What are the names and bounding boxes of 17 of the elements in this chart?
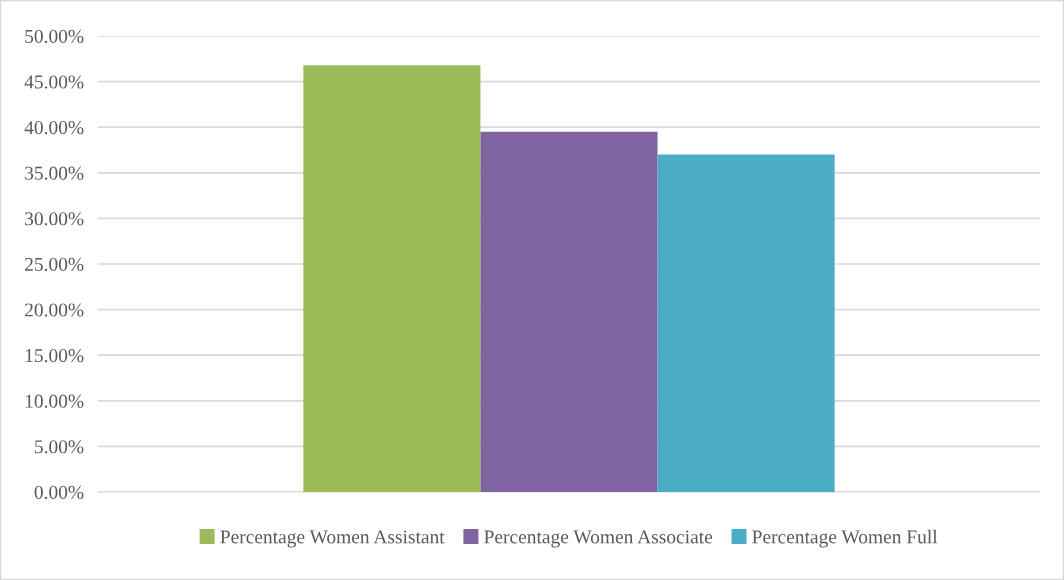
y-tick-label: 30.00% [25, 212, 84, 226]
legend-label: Percentage Women Associate [484, 530, 713, 548]
y-tick-label: 10.00% [25, 394, 84, 408]
legend-label: Percentage Women Full [752, 529, 938, 548]
y-tick-label: 40.00% [24, 121, 84, 135]
legend-label: Percentage Women Assistant [220, 530, 445, 548]
bar [303, 65, 481, 492]
y-tick-label: 15.00% [25, 349, 84, 363]
bar [657, 154, 835, 492]
y-tick-label: 35.00% [25, 166, 84, 180]
y-tick-label: 25.00% [25, 257, 84, 272]
y-tick-label: 0.00% [34, 485, 84, 500]
bar [480, 131, 658, 492]
y-tick-label: 50.00% [25, 29, 84, 44]
y-tick-label: 5.00% [35, 440, 84, 454]
y-tick-label: 45.00% [24, 75, 84, 89]
y-tick-label: 20.00% [25, 303, 84, 317]
